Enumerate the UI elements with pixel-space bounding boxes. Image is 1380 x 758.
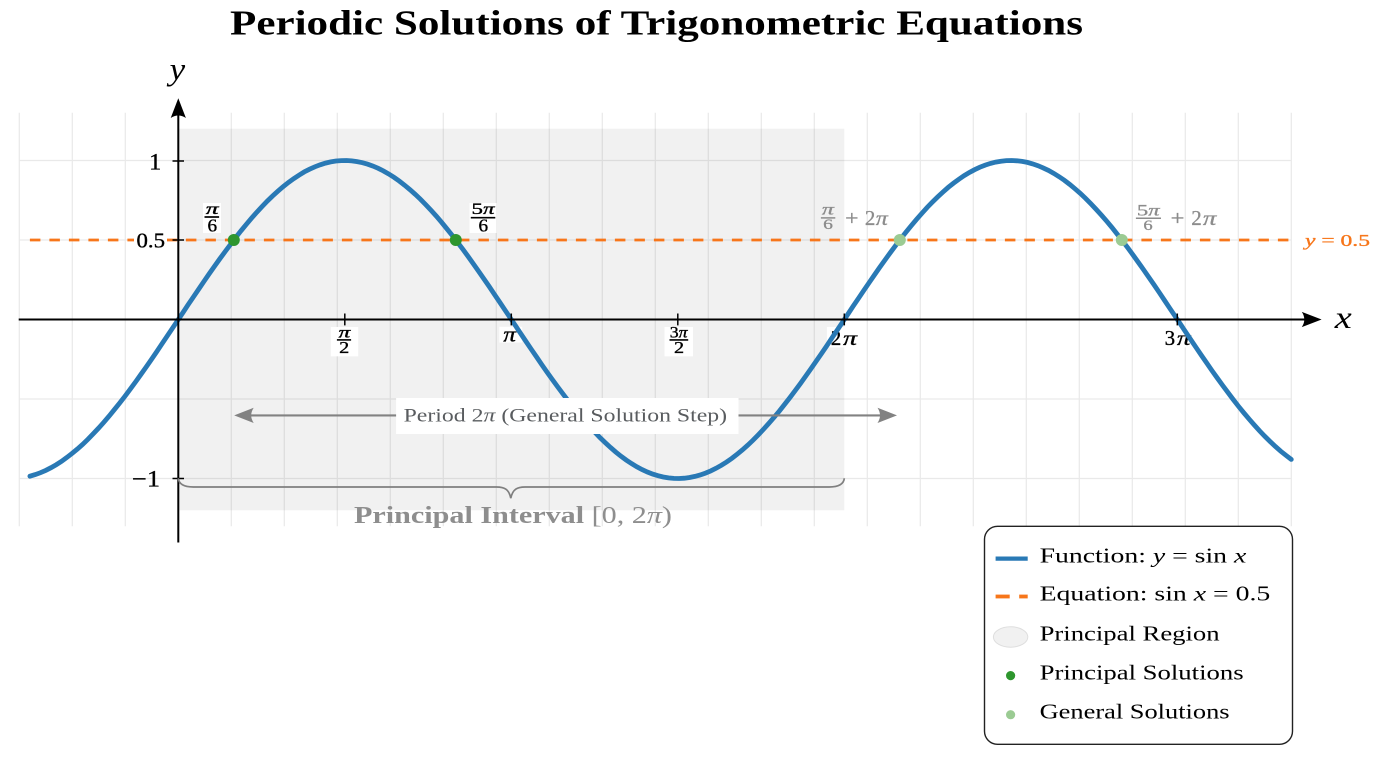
svg-text:5π: 5π (1137, 203, 1162, 220)
svg-text:y = 0.5: y = 0.5 (1302, 231, 1370, 250)
svg-text:Principal Region: Principal Region (1040, 621, 1220, 645)
svg-text:π: π (876, 206, 889, 230)
svg-text:6: 6 (208, 215, 218, 235)
svg-text:2: 2 (865, 206, 876, 230)
svg-text:6: 6 (1143, 218, 1153, 234)
svg-text:3: 3 (1165, 326, 1176, 350)
svg-text:Period 2π (General Solution St: Period 2π (General Solution Step) (404, 405, 727, 426)
svg-text:3π: 3π (670, 324, 689, 341)
svg-text:6: 6 (823, 217, 833, 233)
svg-text:π: π (503, 321, 517, 346)
svg-text:π: π (822, 202, 836, 219)
svg-text:2: 2 (1191, 206, 1202, 230)
svg-text:x: x (1334, 299, 1352, 335)
svg-text:0.5: 0.5 (137, 228, 166, 252)
svg-text:π: π (843, 326, 858, 350)
svg-text:+: + (845, 206, 858, 230)
svg-text:Principal Interval [0, 2π): Principal Interval [0, 2 π) (354, 502, 672, 529)
svg-text:Periodic Solutions of Trigonom: Periodic Solutions of Trigonometric Equa… (230, 5, 1083, 43)
svg-text:y: y (166, 50, 186, 86)
svg-text:2: 2 (674, 338, 684, 357)
svg-text:Principal Solutions: Principal Solutions (1040, 661, 1244, 685)
svg-text:Equation: sin x = 0.5: Equation: sin x = 0.5 (1040, 581, 1271, 605)
svg-text:π: π (339, 324, 353, 341)
svg-text:+: + (1171, 206, 1185, 230)
svg-text:5π: 5π (472, 201, 496, 218)
svg-text:1: 1 (149, 149, 161, 175)
svg-text:2: 2 (831, 326, 842, 350)
svg-text:6: 6 (479, 215, 489, 235)
svg-text:Function: y = sin x: Function: y = sin x (1040, 544, 1247, 568)
svg-text:2: 2 (339, 338, 349, 357)
svg-text:General Solutions: General Solutions (1040, 700, 1230, 724)
svg-text:π: π (1203, 206, 1217, 230)
svg-text:π: π (206, 201, 220, 218)
svg-text:−1: −1 (132, 466, 160, 491)
